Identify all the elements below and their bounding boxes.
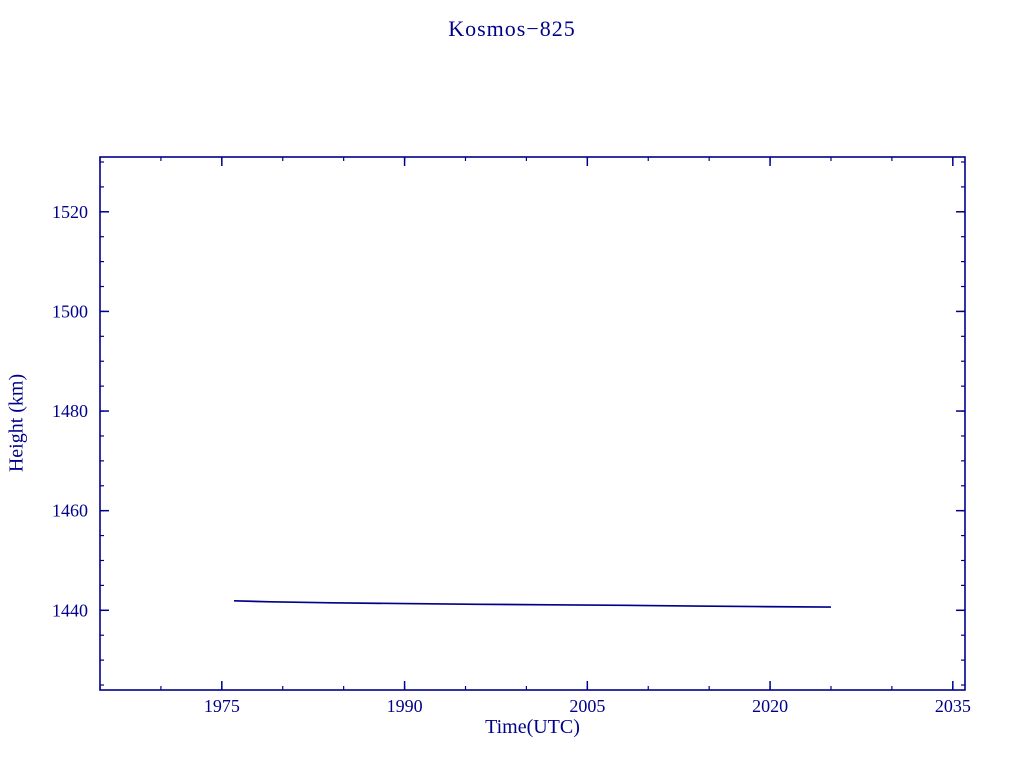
chart-title: Kosmos−825 xyxy=(448,16,576,41)
height-series-line xyxy=(233,599,831,608)
x-axis-label: Time(UTC) xyxy=(485,716,580,738)
x-tick-label: 2020 xyxy=(752,696,788,716)
y-axis-label: Height (km) xyxy=(5,373,28,473)
x-tick-label: 2005 xyxy=(569,696,605,716)
y-tick-label: 1480 xyxy=(52,401,88,421)
x-tick-label: 1975 xyxy=(204,696,240,716)
x-tick-label: 2035 xyxy=(935,696,971,716)
y-tick-label: 1440 xyxy=(52,600,88,620)
y-tick-label: 1460 xyxy=(52,501,88,521)
x-tick-label: 1990 xyxy=(387,696,423,716)
y-tick-label: 1500 xyxy=(52,301,88,321)
y-tick-label: 1520 xyxy=(52,202,88,222)
